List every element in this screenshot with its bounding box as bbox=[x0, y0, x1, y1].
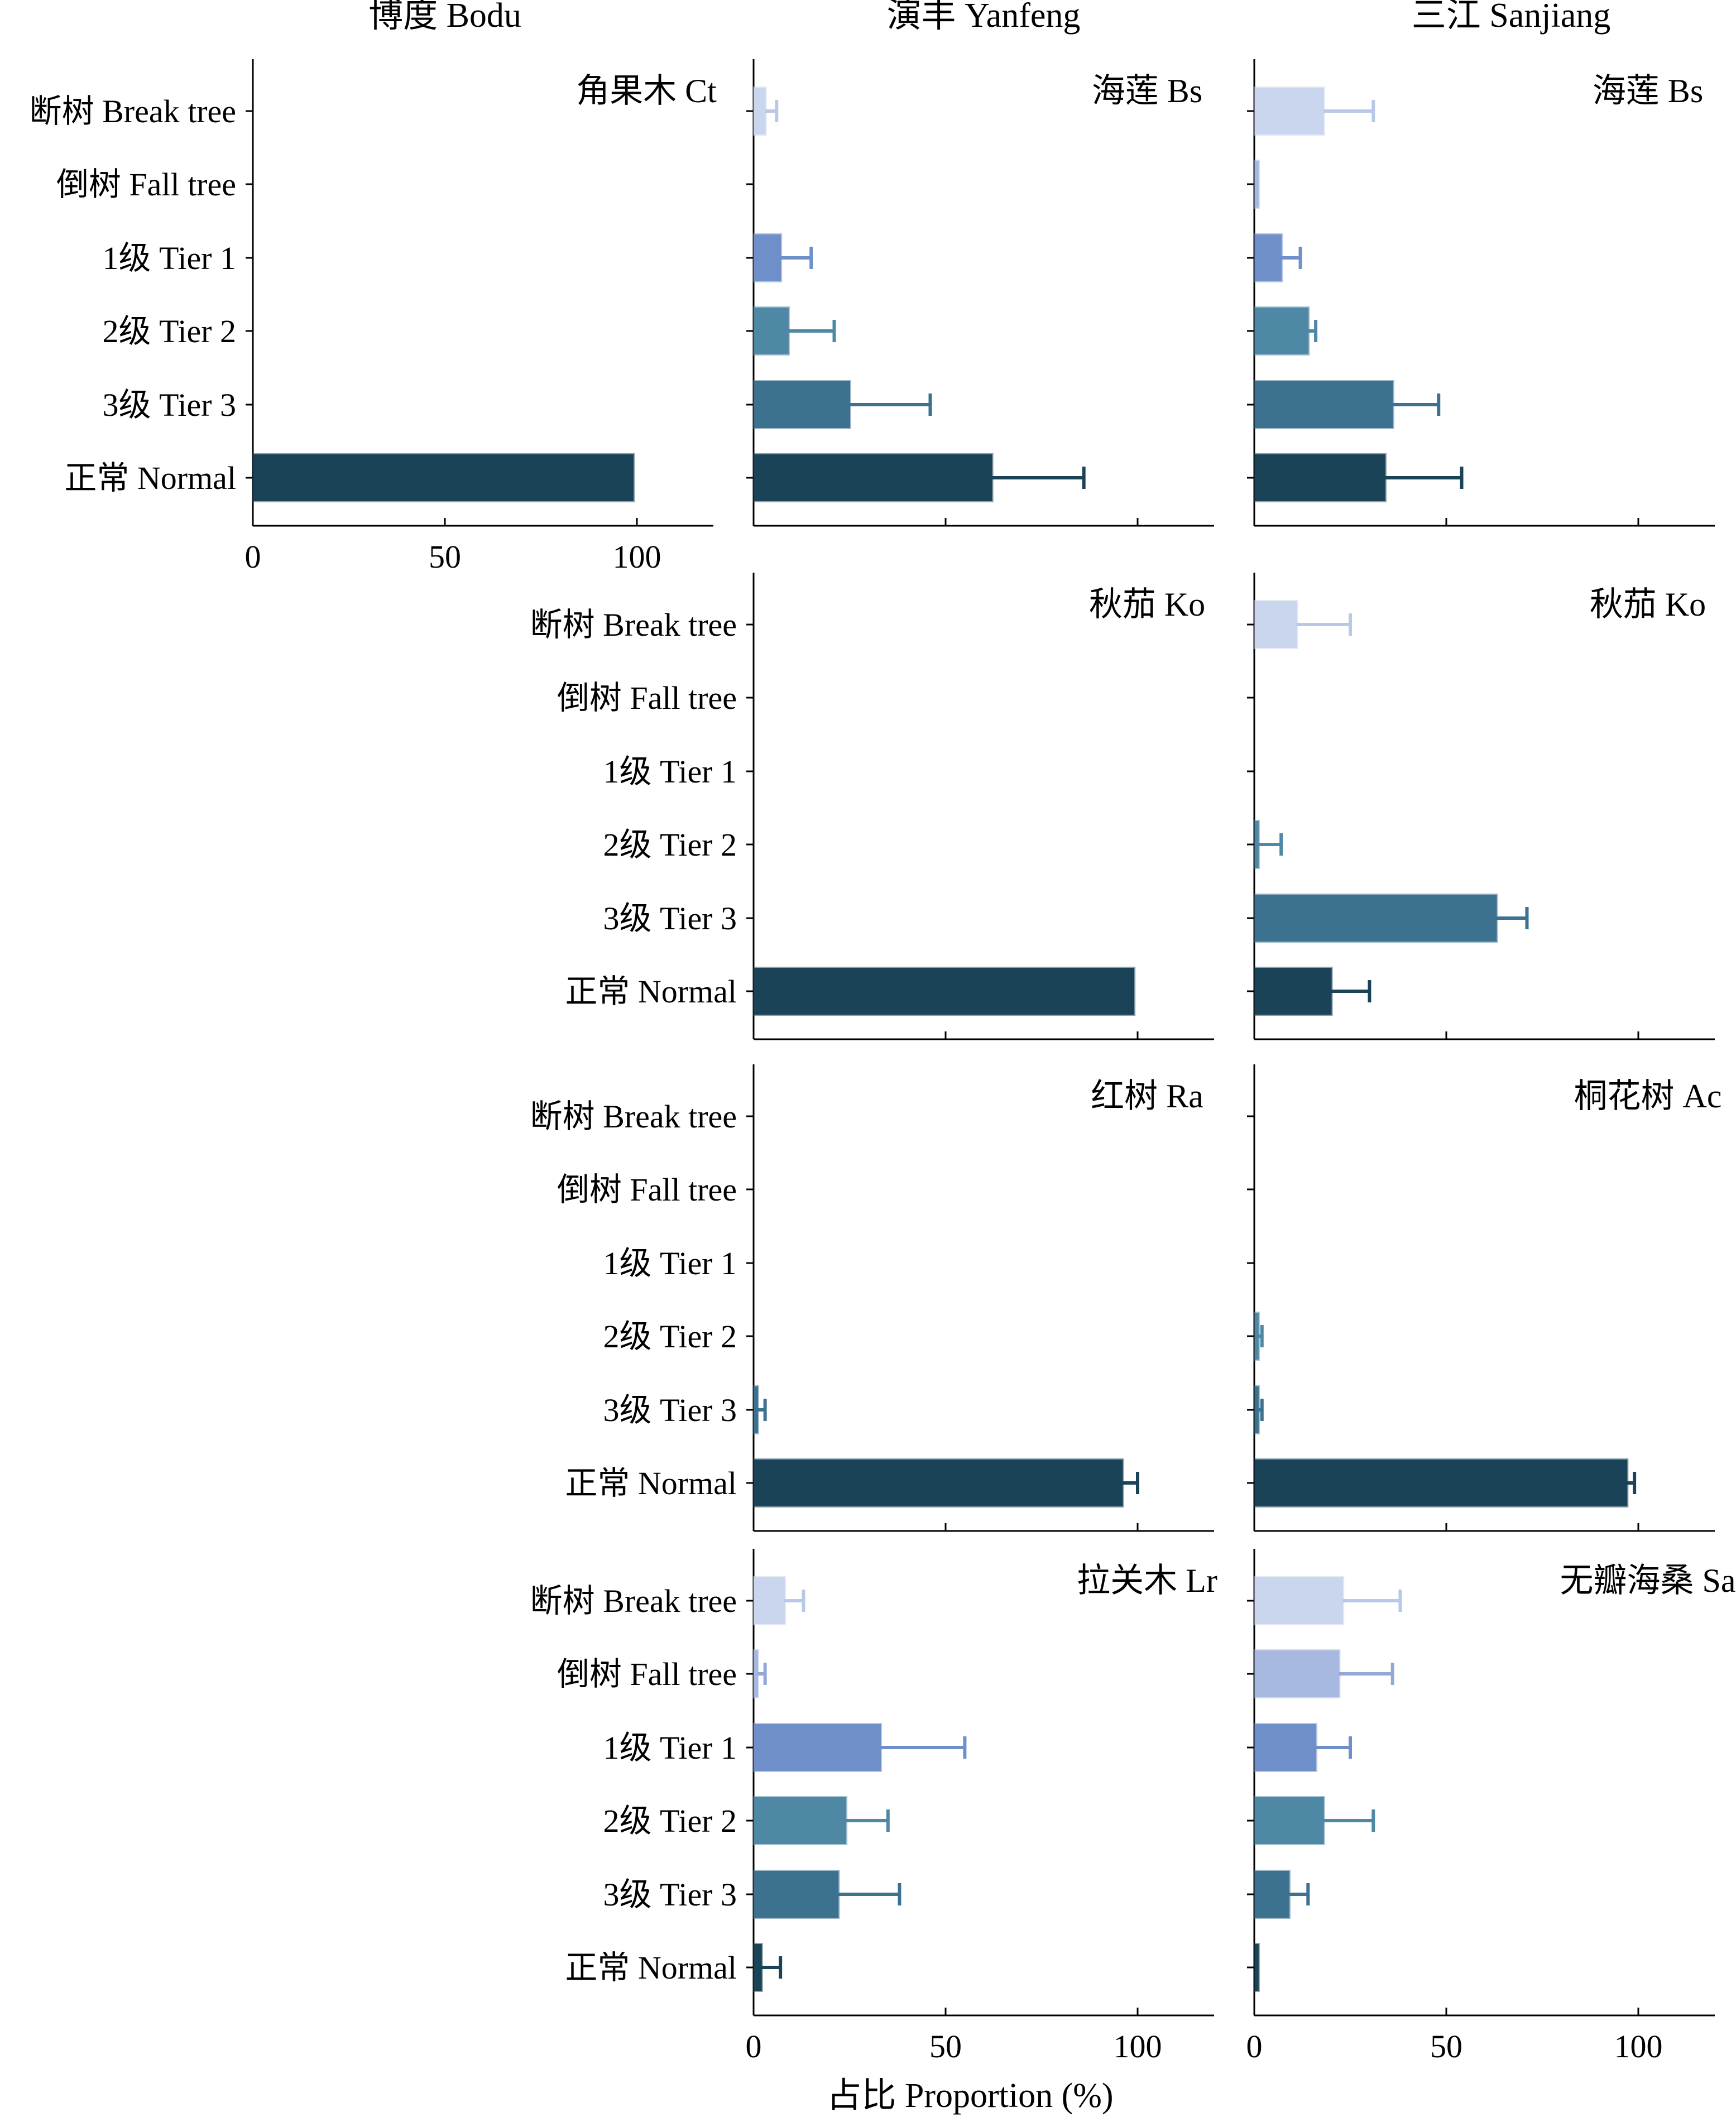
bar bbox=[753, 1870, 840, 1919]
bar bbox=[753, 1385, 759, 1434]
y-tick-label: 1级 Tier 1 bbox=[603, 753, 737, 790]
panel-title: 角果木 Ct bbox=[576, 73, 717, 109]
bar bbox=[1254, 1312, 1260, 1361]
panel-0: 0 50 100 角果木 Ct 断树 Break tree 倒树 Fall tree 1级 … bbox=[30, 59, 717, 575]
x-tick-label: 50 bbox=[929, 2028, 962, 2065]
panel-8: 0 50 100 无瓣海桑 Sa bbox=[1246, 1549, 1736, 2065]
bar bbox=[753, 1796, 848, 1845]
x-tick-label: 50 bbox=[1430, 2028, 1462, 2065]
bar bbox=[1254, 967, 1333, 1016]
y-tick-label: 2级 Tier 2 bbox=[102, 313, 236, 349]
panel-2: 海莲 Bs bbox=[1247, 59, 1715, 527]
bar bbox=[1254, 233, 1283, 282]
bar bbox=[1254, 1943, 1260, 1992]
panel-3: 秋茄 Ko 断树 Break tree 倒树 Fall tree 1级 Tier 1 2… bbox=[530, 573, 1214, 1040]
x-tick-label: 100 bbox=[1614, 2028, 1663, 2065]
bar bbox=[753, 306, 790, 356]
y-tick-label: 倒树 Fall tree bbox=[557, 1656, 737, 1692]
panel-4: 秋茄 Ko bbox=[1247, 573, 1715, 1040]
x-tick-label: 0 bbox=[245, 539, 261, 575]
y-tick-label: 正常 Normal bbox=[565, 973, 737, 1010]
y-tick-label: 3级 Tier 3 bbox=[102, 387, 236, 423]
bar bbox=[753, 233, 783, 282]
panel-title: 秋茄 Ko bbox=[1590, 586, 1706, 623]
bar bbox=[753, 453, 994, 502]
y-tick-label: 断树 Break tree bbox=[530, 607, 737, 643]
column-title-sanjiang: 三江 Sanjiang bbox=[1412, 0, 1610, 35]
y-tick-label: 断树 Break tree bbox=[530, 1098, 737, 1135]
bar bbox=[1254, 894, 1498, 943]
bar bbox=[1254, 306, 1310, 356]
bar bbox=[1254, 1796, 1325, 1845]
bar bbox=[1254, 1723, 1318, 1772]
y-tick-label: 3级 Tier 3 bbox=[603, 1392, 737, 1428]
x-tick-label: 0 bbox=[1246, 2028, 1263, 2065]
y-tick-label: 倒树 Fall tree bbox=[557, 1172, 737, 1208]
panel-title: 拉关木 Lr bbox=[1077, 1562, 1217, 1599]
y-tick-label: 3级 Tier 3 bbox=[603, 900, 737, 937]
y-tick-label: 倒树 Fall tree bbox=[557, 680, 737, 716]
bar bbox=[753, 1943, 763, 1992]
bar bbox=[1254, 453, 1387, 502]
column-title-yanfeng: 演丰 Yanfeng bbox=[887, 0, 1081, 35]
x-tick-label: 0 bbox=[746, 2028, 762, 2065]
y-tick-label: 正常 Normal bbox=[565, 1465, 737, 1501]
y-tick-label: 正常 Normal bbox=[565, 1950, 737, 1986]
bar bbox=[1254, 600, 1298, 649]
panel-6: 桐花树 Ac bbox=[1247, 1064, 1722, 1532]
bar bbox=[1254, 1649, 1341, 1698]
bar bbox=[753, 380, 851, 429]
panel-title: 红树 Ra bbox=[1091, 1078, 1203, 1115]
x-tick-label: 100 bbox=[1114, 2028, 1162, 2065]
bar bbox=[753, 87, 767, 136]
bar bbox=[753, 967, 1136, 1016]
panel-title: 无瓣海桑 Sa bbox=[1560, 1562, 1736, 1599]
panels: 0 50 100 角果木 Ct 断树 Break tree 倒树 Fall tree 1级 … bbox=[30, 59, 1736, 2065]
y-tick-label: 倒树 Fall tree bbox=[56, 166, 236, 203]
bar bbox=[1254, 820, 1260, 869]
y-tick-label: 正常 Normal bbox=[64, 460, 236, 496]
bar bbox=[1254, 160, 1260, 209]
bar bbox=[1254, 87, 1325, 136]
x-axis-label: 占比 Proportion (%) bbox=[827, 2077, 1113, 2115]
bar bbox=[1254, 1458, 1629, 1508]
x-tick-label: 50 bbox=[429, 539, 461, 575]
bar bbox=[753, 1458, 1124, 1508]
y-tick-label: 2级 Tier 2 bbox=[603, 827, 737, 863]
column-titles: 博度 Bodu 演丰 Yanfeng 三江 Sanjiang bbox=[368, 0, 1610, 35]
y-tick-label: 3级 Tier 3 bbox=[603, 1876, 737, 1913]
column-title-bodu: 博度 Bodu bbox=[368, 0, 521, 35]
y-tick-label: 2级 Tier 2 bbox=[603, 1803, 737, 1839]
panel-title: 桐花树 Ac bbox=[1574, 1078, 1722, 1115]
y-tick-label: 断树 Break tree bbox=[30, 93, 236, 129]
y-tick-label: 2级 Tier 2 bbox=[603, 1318, 737, 1355]
panel-5: 红树 Ra 断树 Break tree 倒树 Fall tree 1级 Tier 1 2… bbox=[530, 1064, 1214, 1532]
bar bbox=[753, 1576, 787, 1625]
panel-title: 海莲 Bs bbox=[1593, 73, 1703, 109]
y-tick-label: 1级 Tier 1 bbox=[603, 1245, 737, 1281]
bar bbox=[1254, 1576, 1345, 1625]
y-tick-label: 1级 Tier 1 bbox=[603, 1730, 737, 1766]
bar bbox=[252, 453, 635, 502]
bar bbox=[753, 1649, 759, 1698]
bar bbox=[1254, 1385, 1260, 1434]
x-tick-label: 100 bbox=[613, 539, 661, 575]
bar bbox=[753, 1723, 883, 1772]
panel-title: 海莲 Bs bbox=[1092, 73, 1202, 109]
panel-7: 0 50 100 拉关木 Lr 断树 Break tree 倒树 Fall tree 1级 … bbox=[530, 1549, 1217, 2065]
panel-title: 秋茄 Ko bbox=[1089, 586, 1205, 623]
bar bbox=[1254, 380, 1394, 429]
y-tick-label: 断树 Break tree bbox=[530, 1583, 737, 1619]
panel-1: 海莲 Bs bbox=[746, 59, 1214, 527]
bar bbox=[1254, 1870, 1291, 1919]
y-tick-label: 1级 Tier 1 bbox=[102, 240, 236, 276]
